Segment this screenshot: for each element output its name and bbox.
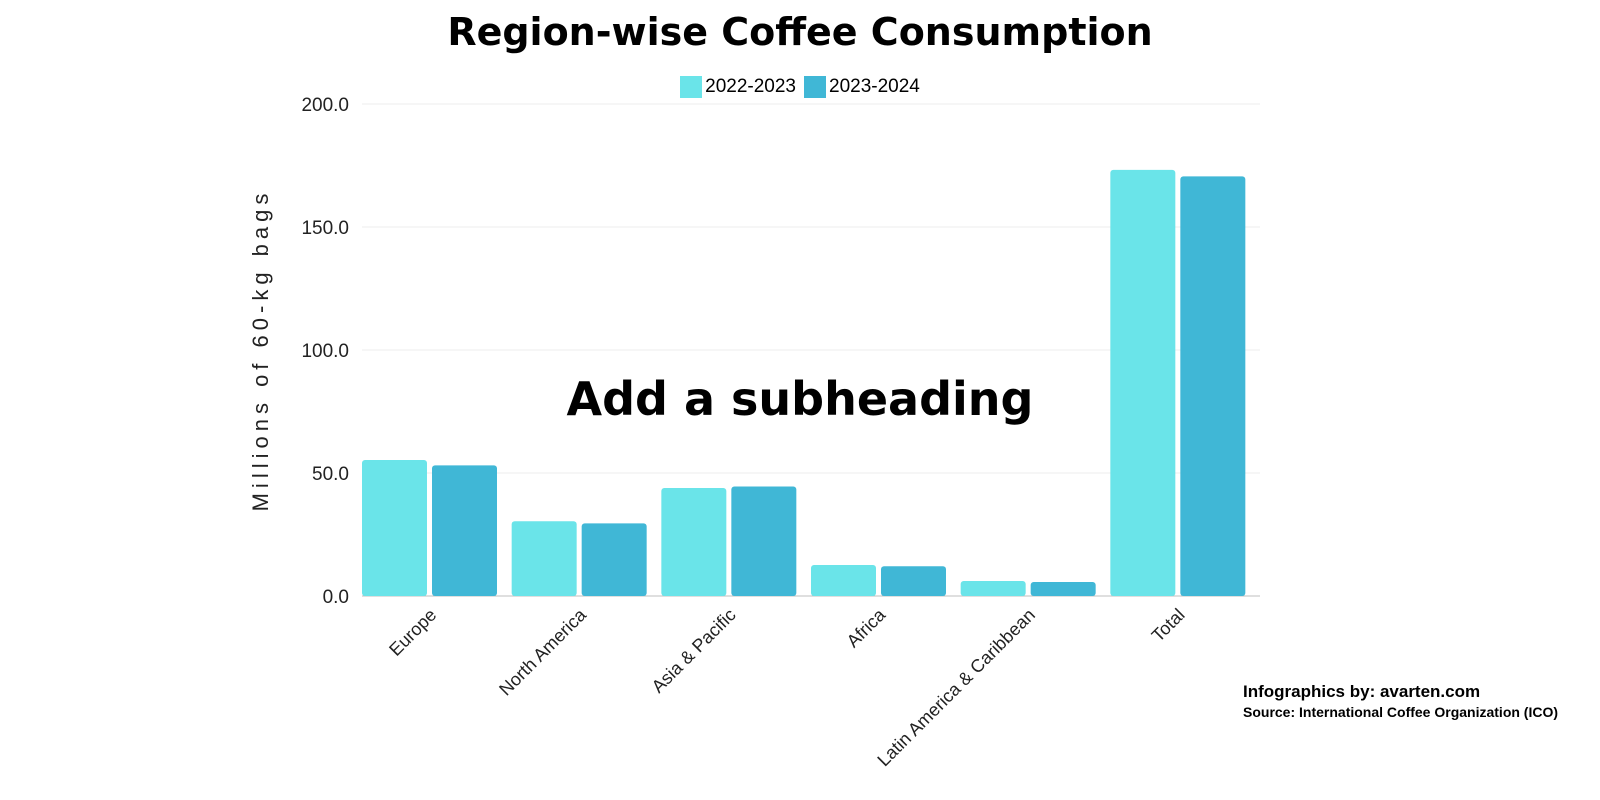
x-tick-africa: Africa: [843, 604, 890, 651]
bar-africa-2022-2023: [811, 565, 876, 596]
bar-asia-pacific-2023-2024: [731, 486, 797, 596]
bar-europe-2023-2024: [432, 465, 497, 596]
bar-asia-pacific-2022-2023: [661, 488, 727, 596]
chart-title: Region-wise Coffee Consumption: [447, 10, 1153, 54]
source-text: Source: International Coffee Organizatio…: [1243, 704, 1559, 720]
y-tick-label: 100.0: [301, 341, 349, 362]
bar-latin-america-caribbean-2023-2024: [1030, 581, 1096, 596]
bar-north-america-2023-2024: [581, 523, 647, 596]
x-tick-asia-pacific: Asia & Pacific: [648, 605, 740, 697]
y-tick-label: 0.0: [323, 587, 349, 608]
legend-item-2022-2023: 2022-2023: [680, 76, 796, 98]
y-axis-ticks: 0.0 50.0 100.0 150.0 200.0: [301, 95, 349, 608]
x-tick-europe: Europe: [385, 605, 440, 660]
legend-swatch-2022-2023: [680, 76, 703, 98]
bar-north-america-2022-2023: [511, 521, 577, 596]
legend-label-2023-2024: 2023-2024: [829, 76, 920, 97]
y-axis-label: Millions of 60-kg bags: [248, 189, 273, 512]
footer-credit: Infographics by: avarten.com Source: Int…: [1243, 682, 1558, 720]
subheading: Add a subheading: [566, 372, 1034, 426]
x-tick-total: Total: [1148, 605, 1189, 646]
bar-total-2022-2023: [1110, 169, 1176, 597]
bar-europe-2022-2023: [362, 459, 427, 596]
bars: [362, 169, 1246, 597]
x-axis-ticks: Europe North America Asia & Pacific AfricaL…: [385, 604, 1189, 770]
bar-latin-america-caribbean-2022-2023: [960, 580, 1026, 596]
x-tick-north-america: North America: [495, 604, 590, 699]
bar-africa-2023-2024: [881, 566, 946, 596]
legend-label-2022-2023: 2022-2023: [705, 76, 796, 97]
y-tick-label: 50.0: [312, 464, 349, 485]
legend-swatch-2023-2024: [804, 76, 826, 98]
legend-item-2023-2024: 2023-2024: [804, 76, 920, 98]
y-tick-label: 200.0: [301, 95, 349, 116]
y-tick-label: 150.0: [301, 218, 349, 239]
bar-total-2023-2024: [1180, 176, 1246, 596]
credit-text: Infographics by: avarten.com: [1243, 682, 1481, 701]
legend: 2022-2023 2023-2024: [0, 76, 1600, 98]
x-tick-latin-america-caribbean: Latin America & Caribbean: [873, 605, 1039, 771]
